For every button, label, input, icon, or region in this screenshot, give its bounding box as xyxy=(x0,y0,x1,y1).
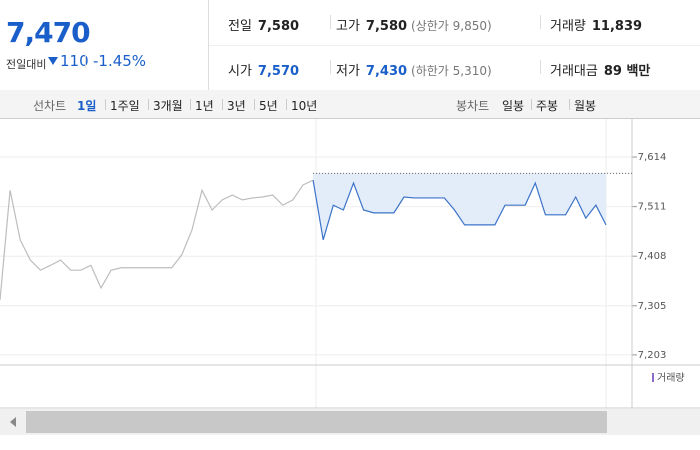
price-line xyxy=(0,179,314,301)
tab-group-label: 선차트 xyxy=(33,99,67,113)
y-tick-label: 7,408 xyxy=(638,251,667,262)
summary-value: 11,839 xyxy=(591,19,643,34)
area-fill xyxy=(313,173,606,240)
tab-divider xyxy=(254,99,255,110)
y-tick-label: 7,614 xyxy=(638,152,667,163)
summary-label: 시가 xyxy=(228,64,252,79)
tab-group-label: 봉차트 xyxy=(456,99,490,113)
summary-cell: 거래량 11,839 xyxy=(550,15,642,34)
tab-bar: 선차트 1일 1주일 3개월 1년 3년 5년 10년 봉차트 일봉 주봉 월봉 xyxy=(0,90,700,119)
tab-divider xyxy=(569,99,570,110)
price-panel: 7,470 전일대비 110 -1.45% xyxy=(0,0,209,90)
summary-label: 거래량 xyxy=(550,19,586,34)
tab-divider xyxy=(105,99,106,110)
scroll-arrow xyxy=(10,417,16,427)
divider xyxy=(330,15,331,29)
divider xyxy=(540,15,541,29)
tab-divider xyxy=(190,99,191,110)
summary-value: 7,430 xyxy=(365,64,408,79)
summary-note: (상한가 9,850) xyxy=(411,19,492,33)
summary-label: 거래대금 xyxy=(550,64,598,79)
tab[interactable]: 일봉 xyxy=(502,99,525,113)
summary-cell: 거래대금 89 백만 xyxy=(550,60,650,79)
row-divider xyxy=(209,45,700,46)
summary-value: 7,580 xyxy=(257,19,300,34)
tab[interactable]: 1일 xyxy=(77,99,97,113)
summary-label: 고가 xyxy=(336,19,360,34)
volume-legend: 거래량 xyxy=(657,372,685,384)
scroll-thumb xyxy=(26,411,607,433)
tab[interactable]: 월봉 xyxy=(574,99,597,113)
tab[interactable]: 주봉 xyxy=(536,99,559,113)
chart: 7,203 7,305 7,408 7,511 7,614 거래량 xyxy=(0,119,700,435)
tab[interactable]: 3년 xyxy=(227,99,246,113)
tab-divider xyxy=(222,99,223,110)
summary-value: 7,580 xyxy=(365,19,408,34)
summary-label: 저가 xyxy=(336,64,360,79)
price: 7,470 xyxy=(6,16,91,49)
tab[interactable]: 1년 xyxy=(195,99,214,113)
change-label: 전일대비 xyxy=(6,58,47,71)
divider xyxy=(540,60,541,74)
summary-cell: 저가 7,430 (하한가 5,310) xyxy=(336,60,492,79)
y-tick-label: 7,511 xyxy=(638,202,667,213)
y-tick-label: 7,203 xyxy=(638,350,667,361)
summary-cell: 시가 7,570 xyxy=(228,60,299,79)
tab-divider xyxy=(531,99,532,110)
change: 110 xyxy=(60,52,89,70)
summary-note: (하한가 5,310) xyxy=(411,64,492,78)
quote-header: 7,470 전일대비 110 -1.45% 전일 7,580 고가 7,580 (상한가… xyxy=(0,0,700,91)
divider xyxy=(85,54,86,68)
tab[interactable]: 5년 xyxy=(259,99,278,113)
summary-cell: 고가 7,580 (상한가 9,850) xyxy=(336,15,492,34)
change-rate: -1.45% xyxy=(93,52,147,70)
summary-label: 전일 xyxy=(228,19,252,34)
summary-value: 89 백만 xyxy=(603,64,651,79)
down-icon xyxy=(48,57,58,65)
y-tick-label: 7,305 xyxy=(638,301,667,312)
tab[interactable]: 3개월 xyxy=(153,99,183,113)
summary-value: 7,570 xyxy=(257,64,300,79)
tab[interactable]: 1주일 xyxy=(110,99,140,113)
tab-divider xyxy=(286,99,287,110)
tab[interactable]: 10년 xyxy=(291,99,318,113)
legend-swatch xyxy=(652,373,654,382)
divider xyxy=(330,60,331,74)
summary-cell: 전일 7,580 xyxy=(228,15,299,34)
price-line xyxy=(312,180,607,241)
tab-divider xyxy=(148,99,149,110)
